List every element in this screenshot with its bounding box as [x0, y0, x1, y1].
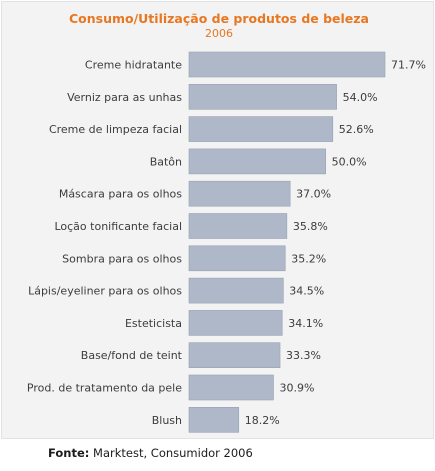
value-label: 54.0%	[343, 91, 378, 104]
category-label: Sombra para os olhos	[62, 252, 182, 265]
bar	[188, 245, 286, 272]
bar-row: Creme hidratante 71.7%	[85, 51, 426, 78]
source-note: Fonte: Marktest, Consumidor 2006	[48, 446, 253, 460]
chart-subtitle: 2006	[205, 27, 233, 40]
value-label: 35.8%	[293, 220, 328, 233]
bar-row: Sombra para os olhos 35.2%	[62, 245, 326, 272]
bar	[188, 84, 337, 110]
category-label: Prod. de tratamento da pele	[27, 382, 182, 395]
bar	[188, 148, 326, 175]
category-label: Blush	[152, 414, 182, 427]
category-label: Verniz para as unhas	[67, 91, 182, 104]
category-label: Batôn	[150, 155, 182, 168]
value-label: 50.0%	[332, 155, 367, 168]
value-label: 52.6%	[339, 123, 374, 136]
bar	[188, 213, 288, 239]
category-label: Máscara para os olhos	[59, 188, 182, 201]
value-label: 34.5%	[289, 285, 324, 298]
source-label: Fonte:	[48, 446, 90, 460]
chart-panel: Consumo/Utilização de produtos de beleza…	[1, 1, 434, 439]
chart-title: Consumo/Utilização de produtos de beleza	[69, 11, 369, 26]
bar-chart: Consumo/Utilização de produtos de beleza…	[27, 11, 426, 433]
bar	[188, 342, 281, 369]
bar	[188, 374, 274, 401]
bar-row: Prod. de tratamento da pele 30.9%	[27, 374, 314, 401]
bar	[188, 406, 240, 433]
value-label: 37.0%	[296, 188, 331, 201]
bar-row: Lápis/eyeliner para os olhos 34.5%	[28, 277, 324, 304]
bars-layer: Creme hidratante 71.7% Verniz para as unha…	[27, 51, 426, 433]
bar	[188, 277, 284, 304]
value-label: 34.1%	[288, 317, 323, 330]
bar-row: Máscara para os olhos 37.0%	[59, 180, 331, 207]
value-label: 35.2%	[291, 252, 326, 265]
bar-row: Loção tonificante facial 35.8%	[54, 213, 328, 239]
source-text: Marktest, Consumidor 2006	[89, 446, 253, 460]
bar	[188, 116, 334, 142]
category-label: Creme de limpeza facial	[49, 123, 182, 136]
category-label: Base/fond de teint	[81, 349, 183, 362]
value-label: 30.9%	[279, 382, 314, 395]
bar-row: Creme de limpeza facial 52.6%	[49, 116, 374, 142]
category-label: Esteticista	[125, 317, 182, 330]
value-label: 18.2%	[245, 414, 280, 427]
bar-row: Base/fond de teint 33.3%	[81, 342, 321, 369]
category-label: Loção tonificante facial	[54, 220, 182, 233]
bar	[188, 310, 283, 336]
value-label: 33.3%	[286, 349, 321, 362]
bar	[188, 51, 386, 78]
category-label: Creme hidratante	[85, 59, 182, 72]
bar-row: Esteticista 34.1%	[125, 310, 323, 336]
bar	[188, 180, 291, 207]
category-label: Lápis/eyeliner para os olhos	[28, 285, 182, 298]
bar-row: Blush 18.2%	[152, 406, 280, 433]
bar-row: Verniz para as unhas 54.0%	[67, 84, 378, 110]
value-label: 71.7%	[391, 59, 426, 72]
bar-row: Batôn 50.0%	[150, 148, 367, 175]
